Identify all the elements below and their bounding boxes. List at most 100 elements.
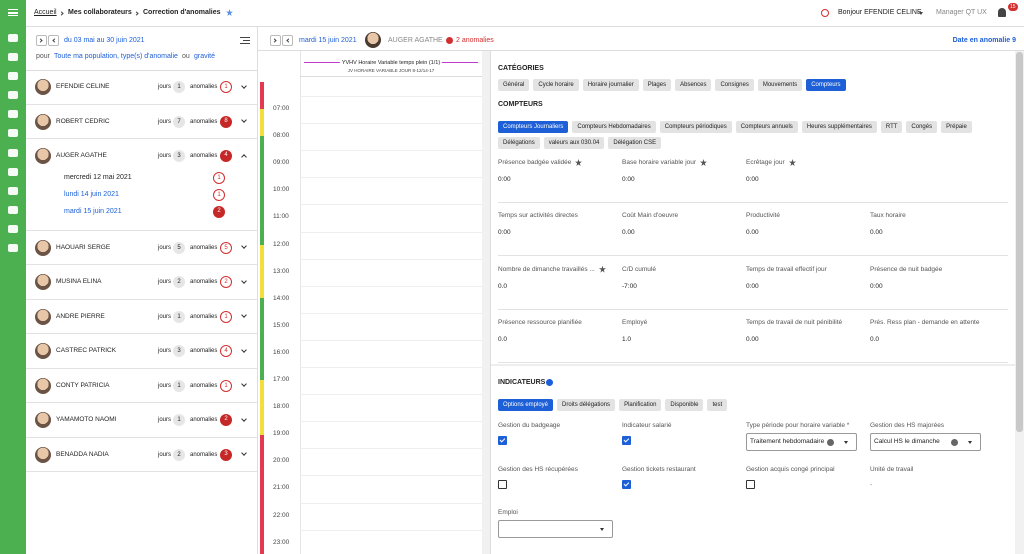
field-label: Productivité (746, 212, 780, 220)
nav-icon[interactable] (8, 72, 18, 80)
scroll-thumb[interactable] (1016, 52, 1023, 432)
chip[interactable]: Congés (906, 121, 938, 133)
chip[interactable]: Disponible (665, 399, 704, 411)
days-count: 1 (173, 414, 185, 426)
breadcrumb-item[interactable]: Mes collaborateurs (68, 9, 132, 16)
chip[interactable]: Mouvements (757, 79, 803, 91)
checkbox[interactable] (498, 436, 507, 445)
chip[interactable]: Compteurs périodiques (659, 121, 732, 133)
date-anomaly[interactable]: Date en anomalie 9 (952, 37, 1016, 44)
nav-icon[interactable] (8, 149, 18, 157)
nav-icon[interactable] (8, 244, 18, 252)
avatar (35, 308, 51, 325)
avatar (35, 239, 51, 256)
nav-icon[interactable] (8, 110, 18, 118)
nav-icon[interactable] (8, 168, 18, 176)
anomaly-date[interactable]: mardi 15 juin 2021 (64, 208, 122, 215)
chip[interactable]: Compteurs Journaliers (498, 121, 569, 133)
chip[interactable]: test (707, 399, 728, 411)
nav-icon[interactable] (8, 206, 18, 214)
avatar (35, 343, 51, 359)
chip[interactable]: Compteurs Hebdomadaires (572, 121, 656, 133)
hour-line (300, 312, 482, 314)
clear-icon (826, 438, 834, 446)
select[interactable] (870, 433, 981, 451)
menu-icon[interactable] (8, 12, 18, 14)
anomaly-date[interactable]: mercredi 12 mai 2021 (64, 174, 132, 181)
anomalies-label: anomalies (190, 153, 218, 159)
greeting[interactable]: Bonjour EFENDIE CELINE (838, 9, 922, 16)
anomaly-date[interactable]: lundi 14 juin 2021 (64, 191, 119, 198)
employee-row[interactable] (26, 369, 258, 403)
chip[interactable]: Cycle horaire (533, 79, 579, 91)
employee-row[interactable] (26, 300, 258, 334)
select[interactable] (746, 433, 857, 451)
filter-severity[interactable]: gravité (194, 53, 216, 60)
hour-line (300, 150, 482, 152)
menu-icon[interactable] (8, 9, 18, 16)
employee-row[interactable] (26, 139, 258, 231)
checkbox[interactable] (746, 479, 755, 489)
chip[interactable]: Général (498, 79, 530, 91)
field-label: Présence ressource planifiée (498, 318, 582, 326)
employee-row[interactable] (26, 105, 258, 139)
filter-population[interactable]: Toute ma population, type(s) d'anomalie (54, 53, 178, 60)
nav-icon[interactable] (8, 91, 18, 99)
employee-row[interactable] (26, 334, 258, 369)
nav-button[interactable] (270, 35, 281, 46)
nav-button[interactable] (48, 35, 59, 46)
employee-row[interactable] (26, 403, 258, 438)
employee-name: MUSINA ELINA (56, 278, 102, 285)
check-mark (499, 436, 505, 443)
avatar (35, 446, 51, 463)
clear-icon (950, 438, 958, 446)
chip[interactable]: valeurs aux 030.04 (543, 137, 605, 149)
select[interactable] (498, 520, 613, 538)
bell-icon[interactable] (998, 8, 1006, 17)
nav-button[interactable] (36, 35, 47, 46)
hour-line (300, 529, 482, 531)
chip[interactable]: Planification (619, 399, 662, 411)
nav-icon[interactable] (8, 225, 18, 233)
anomaly-badge: 4 (220, 345, 232, 357)
chip[interactable]: Options employé (498, 399, 554, 411)
hour-label: 18:00 (273, 403, 290, 411)
chip[interactable]: Compteurs annuels (735, 121, 798, 133)
nav-icon[interactable] (8, 129, 18, 137)
employee-row[interactable] (26, 231, 258, 265)
hour-line (300, 285, 482, 287)
hour-line (300, 96, 482, 97)
chip[interactable]: Prépaie (941, 121, 972, 133)
chip[interactable]: Absences (675, 79, 712, 91)
chip[interactable]: Heures supplémentaires (801, 121, 877, 133)
breadcrumb-item[interactable]: Accueil (34, 9, 57, 16)
employee-name: BENADDA NADIA (56, 450, 109, 458)
employee-name: EFENDIE CELINE (56, 83, 110, 90)
chip[interactable]: RTT (880, 121, 903, 133)
chip[interactable]: Plages (642, 79, 672, 91)
chip[interactable]: Compteurs (806, 79, 846, 91)
employee-row[interactable] (26, 265, 258, 300)
checkbox[interactable] (498, 479, 507, 489)
employee-row[interactable] (26, 438, 258, 472)
field-label: Prés. Ress plan - demande en attente (870, 318, 980, 326)
chip[interactable]: Délégation CSE (608, 137, 662, 149)
nav-icon[interactable] (8, 34, 18, 42)
employee-name: CONTY PATRICIA (56, 381, 110, 389)
hour-label: 20:00 (273, 457, 290, 465)
chip[interactable]: Délégations (498, 137, 540, 149)
employee-row[interactable] (26, 70, 258, 105)
chip[interactable]: Droits délégations (557, 399, 616, 411)
checkbox[interactable] (622, 479, 631, 489)
days-label: jours (158, 118, 172, 125)
chip[interactable]: Consignes (715, 79, 754, 91)
checkbox[interactable] (622, 436, 631, 445)
anomaly-badge: 1 (220, 379, 232, 392)
collapse-icon[interactable] (240, 37, 250, 44)
chip[interactable]: Horaire journalier (582, 79, 639, 91)
period[interactable]: du 03 mai au 30 juin 2021 (64, 37, 145, 44)
nav-icon[interactable] (8, 187, 18, 195)
hour-label: 10:00 (273, 186, 290, 194)
nav-button[interactable] (282, 35, 293, 46)
nav-icon[interactable] (8, 53, 18, 61)
